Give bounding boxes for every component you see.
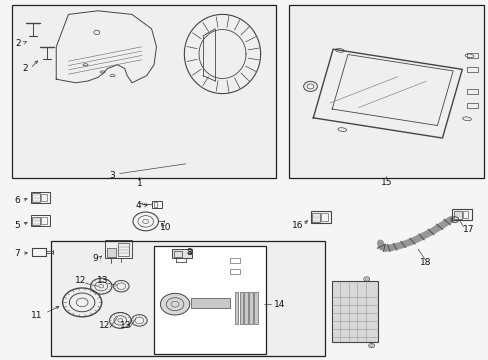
Text: 7: 7 [14,249,20,258]
Text: 2: 2 [16,39,21,48]
Bar [234,292,238,324]
Polygon shape [313,49,461,138]
Text: 2: 2 [22,64,28,73]
Bar [157,247,263,351]
Polygon shape [56,11,156,83]
Bar [12,5,276,178]
Text: 8: 8 [186,248,192,257]
Text: 18: 18 [419,258,430,267]
Bar [190,298,229,308]
Bar [311,213,319,222]
Bar [118,243,129,256]
Text: 11: 11 [31,310,42,320]
Text: 1: 1 [136,179,142,188]
Bar [462,211,468,218]
Bar [254,292,257,324]
Text: 17: 17 [462,225,473,234]
Bar [249,292,252,324]
Text: 6: 6 [14,196,20,205]
Bar [31,215,50,226]
Bar [466,103,477,108]
Bar [31,192,50,203]
Text: 16: 16 [291,221,303,230]
Bar [239,292,243,324]
Text: 5: 5 [14,220,20,230]
Text: 4: 4 [135,202,141,210]
Bar [172,249,191,258]
Text: 13: 13 [120,320,132,330]
Bar [153,202,157,207]
Text: 3: 3 [109,171,115,180]
Bar [41,217,47,224]
Bar [466,89,477,94]
Bar [466,67,477,72]
Bar [32,217,40,225]
Bar [105,240,132,258]
Bar [32,193,40,202]
Bar [151,201,162,208]
Text: 15: 15 [380,178,391,187]
Bar [310,211,330,223]
Bar [174,251,182,257]
Bar [453,211,461,219]
Bar [244,292,247,324]
Bar [320,213,327,221]
Text: 9: 9 [92,253,98,263]
Text: 10: 10 [159,223,171,232]
Bar [229,258,239,263]
Polygon shape [184,14,260,94]
Text: 12: 12 [99,320,111,330]
Bar [331,281,377,342]
Bar [451,209,471,220]
Bar [154,246,265,354]
Text: 13: 13 [97,276,108,285]
Text: 12: 12 [75,276,86,285]
Bar [106,248,116,257]
Bar [229,269,239,274]
Polygon shape [331,54,452,126]
Bar [41,194,47,201]
Bar [288,5,483,178]
Bar [466,53,477,58]
Circle shape [160,293,189,315]
Text: 14: 14 [273,300,285,309]
Bar [51,241,325,356]
